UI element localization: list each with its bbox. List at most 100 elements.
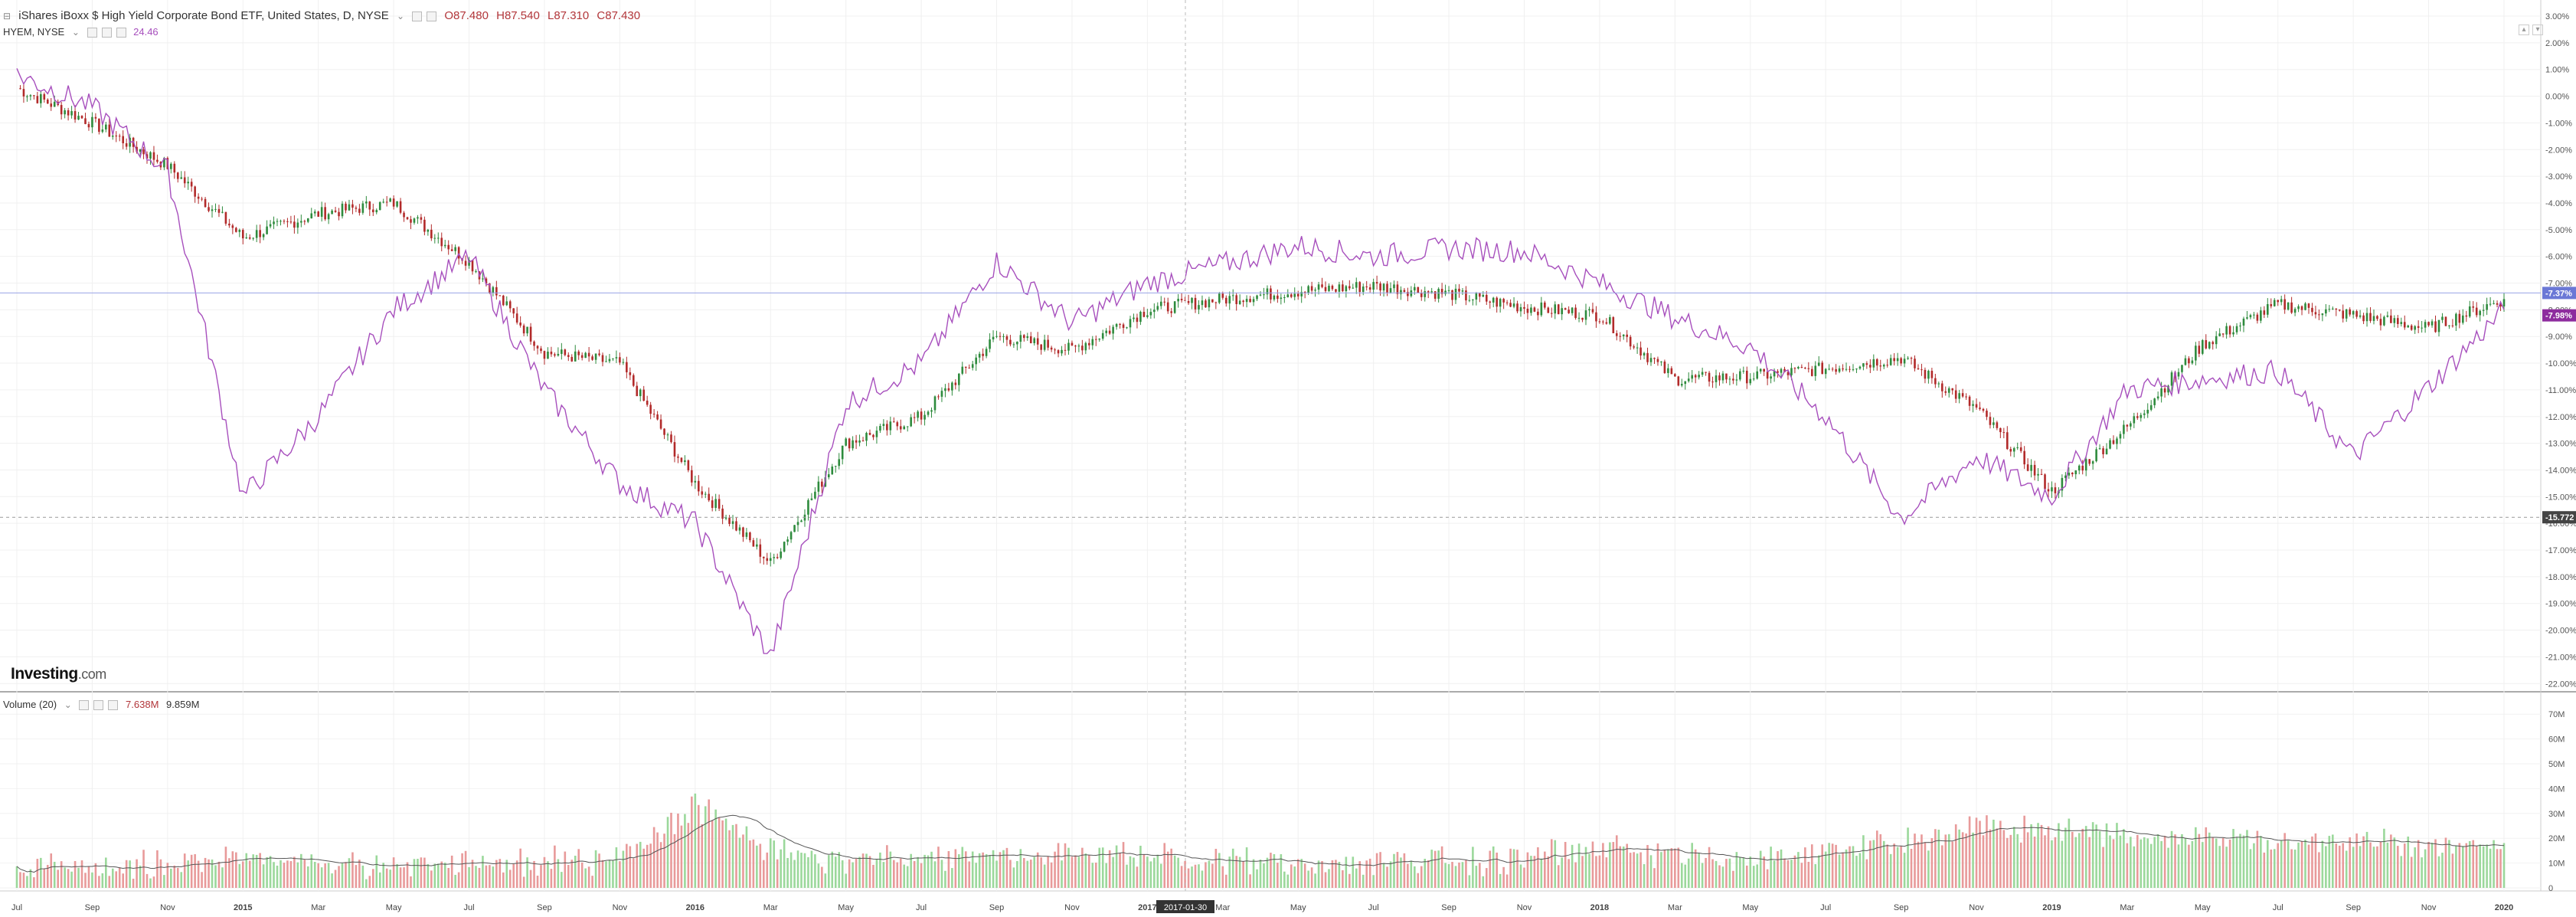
candle-body: [2160, 388, 2162, 397]
candle-body: [1136, 317, 1139, 323]
candle-body: [985, 349, 988, 356]
candle-body: [43, 93, 46, 100]
settings-icon[interactable]: [427, 11, 437, 21]
close-icon[interactable]: [116, 28, 126, 38]
candle-body: [1115, 323, 1118, 327]
candle-body: [570, 356, 574, 362]
candle-body: [1094, 339, 1097, 340]
volume-bar: [36, 859, 39, 888]
volume-bar: [1180, 866, 1183, 888]
candle-body: [1451, 290, 1453, 300]
volume-bar: [1649, 855, 1652, 888]
volume-bar: [1300, 859, 1303, 888]
volume-bar: [499, 859, 502, 888]
volume-bar: [649, 843, 652, 888]
candle-body: [927, 411, 930, 415]
compare-symbol[interactable]: HYEM, NYSE: [3, 26, 65, 38]
eye-icon[interactable]: [87, 28, 97, 38]
candle-body: [964, 366, 967, 368]
volume-bar: [1979, 820, 1981, 888]
volume-bar: [118, 867, 121, 888]
price-tick-label: -13.00%: [2545, 440, 2576, 449]
volume-bar: [1571, 844, 1574, 888]
chevron-down-icon[interactable]: ⌄: [396, 11, 405, 21]
volume-bar: [1005, 847, 1008, 888]
candle-body: [1256, 295, 1258, 300]
eye-icon[interactable]: [79, 700, 90, 711]
volume-bar: [626, 843, 628, 888]
volume-bar: [2143, 837, 2146, 888]
chevron-down-icon[interactable]: ⌄: [64, 699, 72, 710]
volume-bar: [2414, 847, 2416, 888]
eye-icon[interactable]: [412, 11, 423, 21]
volume-bar: [2009, 834, 2012, 888]
candle-body: [19, 88, 21, 90]
volume-bar: [29, 869, 32, 888]
volume-bar: [752, 839, 755, 888]
volume-bar: [2058, 823, 2060, 888]
volume-bar: [1393, 853, 1395, 888]
volume-bar: [115, 871, 118, 888]
candle-body: [687, 460, 690, 470]
volume-bar: [1228, 856, 1231, 888]
candle-body: [361, 203, 364, 213]
volume-bar: [190, 854, 193, 888]
volume-bar: [365, 879, 368, 888]
high-value: H87.540: [496, 9, 540, 22]
candle-body: [371, 209, 374, 213]
volume-bar: [1787, 860, 1790, 888]
pane-down-icon[interactable]: ▾: [2532, 25, 2543, 35]
settings-icon[interactable]: [93, 700, 104, 711]
volume-bar: [1040, 857, 1042, 888]
price-tick-label: -2.00%: [2545, 146, 2572, 155]
volume-bar: [80, 860, 83, 888]
candle-body: [122, 136, 124, 144]
candle-body: [1787, 372, 1790, 375]
candle-body: [2260, 310, 2262, 321]
price-tick-label: -12.00%: [2545, 413, 2576, 422]
volume-bar: [896, 862, 899, 888]
candle-body: [217, 208, 221, 213]
volume-bar: [1711, 859, 1714, 888]
symbol-title[interactable]: iShares iBoxx $ High Yield Corporate Bon…: [18, 9, 389, 22]
volume-bar: [1064, 843, 1067, 888]
volume-label[interactable]: Volume (20): [3, 699, 57, 710]
collapse-chevron-icon[interactable]: ⊟: [3, 11, 11, 21]
candle-body: [1400, 290, 1402, 294]
candle-body: [982, 353, 984, 356]
candle-body: [858, 440, 861, 443]
volume-bar: [348, 858, 351, 888]
volume-bar: [1817, 855, 1820, 888]
candle-body: [1317, 284, 1320, 290]
volume-bar: [2239, 833, 2241, 888]
candle-body: [1396, 284, 1399, 294]
volume-bar: [879, 852, 881, 888]
close-icon[interactable]: [108, 700, 119, 711]
volume-bar: [711, 820, 714, 888]
volume-bar: [899, 858, 902, 888]
candle-body: [1646, 352, 1649, 362]
candle-body: [1777, 371, 1779, 373]
volume-bar: [2188, 844, 2190, 888]
chevron-down-icon[interactable]: ⌄: [71, 27, 80, 38]
time-tick-label: May: [386, 903, 402, 912]
candle-body: [2386, 315, 2389, 317]
candle-body: [152, 152, 155, 160]
pane-up-icon[interactable]: ▴: [2519, 25, 2529, 35]
candle-body: [1358, 282, 1362, 293]
settings-icon[interactable]: [101, 28, 112, 38]
candle-body: [1300, 292, 1303, 296]
volume-bar: [2345, 850, 2348, 888]
volume-bar: [2077, 833, 2081, 888]
main-legend: ⊟ iShares iBoxx $ High Yield Corporate B…: [3, 9, 645, 22]
volume-bar: [1721, 866, 1724, 888]
candle-body: [1999, 427, 2002, 433]
price-tick-label: -11.00%: [2545, 386, 2576, 395]
candle-body: [2002, 432, 2006, 434]
candle-body: [594, 353, 597, 360]
candle-body: [1687, 378, 1690, 382]
candle-body: [2325, 309, 2327, 314]
volume-bar: [2023, 815, 2025, 888]
candle-body: [1725, 373, 1728, 380]
